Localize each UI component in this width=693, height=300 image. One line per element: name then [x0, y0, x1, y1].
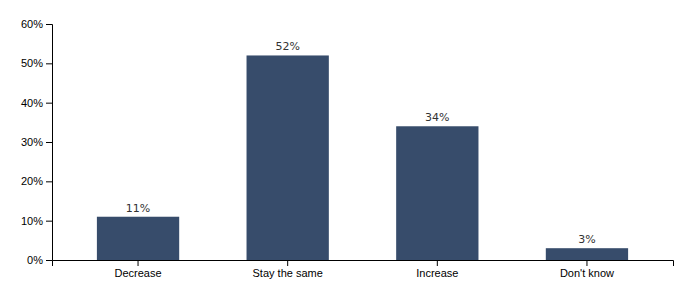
x-tick: Increase [416, 260, 458, 279]
x-axis-line [53, 261, 674, 267]
y-tick: 40% [21, 97, 52, 109]
y-tick-label: 0% [27, 254, 43, 266]
x-tick-label: Don't know [560, 267, 614, 279]
chart: 0% 10% 20% 30% 40% 50% 60% Decrease Stay the sam… [0, 0, 693, 300]
y-tick-mark [46, 24, 52, 25]
x-axis: Decrease Stay the same Increase Don't know [53, 260, 674, 279]
x-tick-mark [586, 260, 587, 266]
x-tick: Stay the same [253, 260, 323, 279]
y-tick: 0% [27, 254, 52, 266]
y-tick: 20% [21, 175, 52, 187]
data-label: 34% [425, 111, 449, 124]
y-tick: 10% [21, 215, 52, 227]
y-tick-label: 30% [21, 136, 43, 148]
y-axis: 0% 10% 20% 30% 40% 50% 60% [21, 18, 53, 266]
y-tick-label: 50% [21, 57, 43, 69]
y-tick: 30% [21, 136, 52, 148]
x-tick: Decrease [115, 260, 162, 279]
x-tick-mark [287, 260, 288, 266]
y-tick-mark [46, 260, 52, 261]
x-tick-label: Increase [416, 267, 458, 279]
x-tick-label: Decrease [115, 267, 162, 279]
data-labels: 11% 52% 34% 3% [126, 40, 596, 246]
data-label: 52% [275, 40, 299, 53]
plot: 0% 10% 20% 30% 40% 50% 60% Decrease Stay the sam… [21, 18, 674, 279]
x-tick-label: Stay the same [253, 267, 323, 279]
bar [546, 248, 628, 260]
bar [247, 55, 329, 260]
y-tick-mark [46, 103, 52, 104]
y-tick-mark [46, 63, 52, 64]
y-tick-label: 40% [21, 97, 43, 109]
bar [396, 126, 478, 260]
bars [97, 55, 628, 260]
x-tick: Don't know [560, 260, 614, 279]
y-tick-label: 60% [21, 18, 43, 30]
y-tick-label: 10% [21, 215, 43, 227]
y-tick: 60% [21, 18, 52, 30]
x-tick-mark [437, 260, 438, 266]
y-tick-label: 20% [21, 175, 43, 187]
y-tick: 50% [21, 57, 52, 69]
y-tick-mark [46, 142, 52, 143]
y-axis-line [46, 25, 53, 261]
bar [97, 217, 179, 260]
data-label: 3% [578, 233, 595, 246]
y-tick-mark [46, 221, 52, 222]
x-tick-mark [138, 260, 139, 266]
y-tick-mark [46, 181, 52, 182]
data-label: 11% [126, 202, 150, 215]
